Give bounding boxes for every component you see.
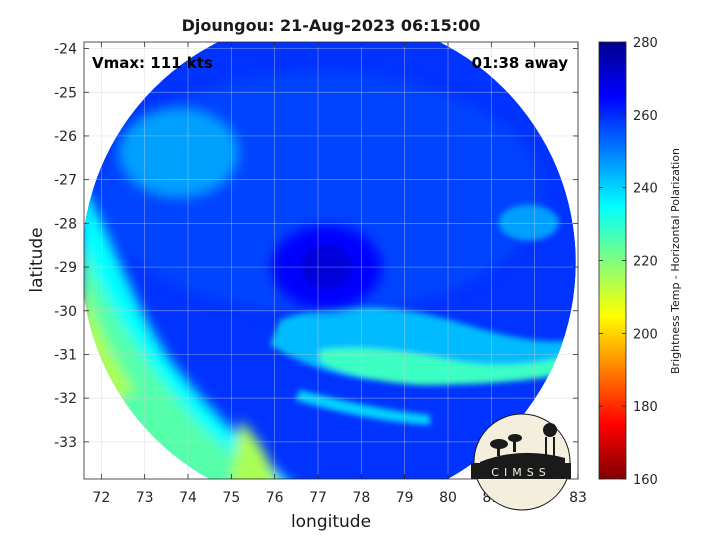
x-tick-label: 73 [136,490,154,506]
x-tick-label: 74 [179,490,197,506]
colorbar: 160 180 200 220 240 260 280 Brightness Temp - … [598,36,682,488]
y-tick-label: -25 [54,85,77,101]
y-tick-label: -32 [54,391,77,407]
y-tick-label: -27 [54,173,77,189]
plot-area: 727374757677787980818283 -24-25-26-27-28… [54,41,587,511]
y-tick-label: -28 [54,216,77,232]
colorbar-tick-label: 160 [633,473,658,488]
x-tick-label: 83 [569,490,587,506]
colorbar-scale [598,41,627,480]
y-tick-label: -26 [54,129,77,145]
y-axis-ticks: -24 -25 -26 -27 -28 -29 -30 -31 -32 -33 [54,42,578,451]
colorbar-tick-label: 180 [633,400,658,415]
chart-title: Djoungou: 21-Aug-2023 06:15:00 [182,16,481,35]
vmax-annotation: Vmax: 111 kts [92,54,213,72]
x-tick-label: 79 [396,490,414,506]
x-tick-label: 72 [92,490,110,506]
time-away-annotation: 01:38 away [472,54,569,72]
east-patch [498,204,559,241]
x-tick-label: 75 [222,490,240,506]
colorbar-label: Brightness Temp - Horizontal Polarizatio… [669,148,682,374]
southeast-rainband [270,306,570,425]
x-tick-label: 78 [352,490,370,506]
y-tick-label: -33 [54,435,77,451]
y-tick-label: -29 [54,260,77,276]
y-tick-label: -24 [54,42,77,58]
x-axis-label: longitude [291,512,371,532]
colorbar-tick-label: 220 [633,255,658,270]
x-tick-label: 76 [266,490,284,506]
y-tick-label: -30 [54,304,77,320]
colorbar-tick-label: 260 [633,109,658,124]
logo-text: CIMSS [491,466,550,479]
cimss-logo: CIMSS [471,413,571,511]
x-tick-label: 80 [439,490,457,506]
colorbar-tick-label: 280 [633,36,658,51]
plot-frame [83,41,579,480]
x-tick-label: 77 [309,490,327,506]
colorbar-tick-label: 200 [633,327,658,342]
y-axis-label: latitude [27,227,47,292]
colorbar-ticks: 160 180 200 220 240 260 280 [599,36,658,488]
y-tick-label: -31 [54,347,77,363]
northwest-patch [118,107,239,198]
x-axis-ticks: 727374757677787980818283 [92,42,587,506]
colorbar-tick-label: 240 [633,182,658,197]
